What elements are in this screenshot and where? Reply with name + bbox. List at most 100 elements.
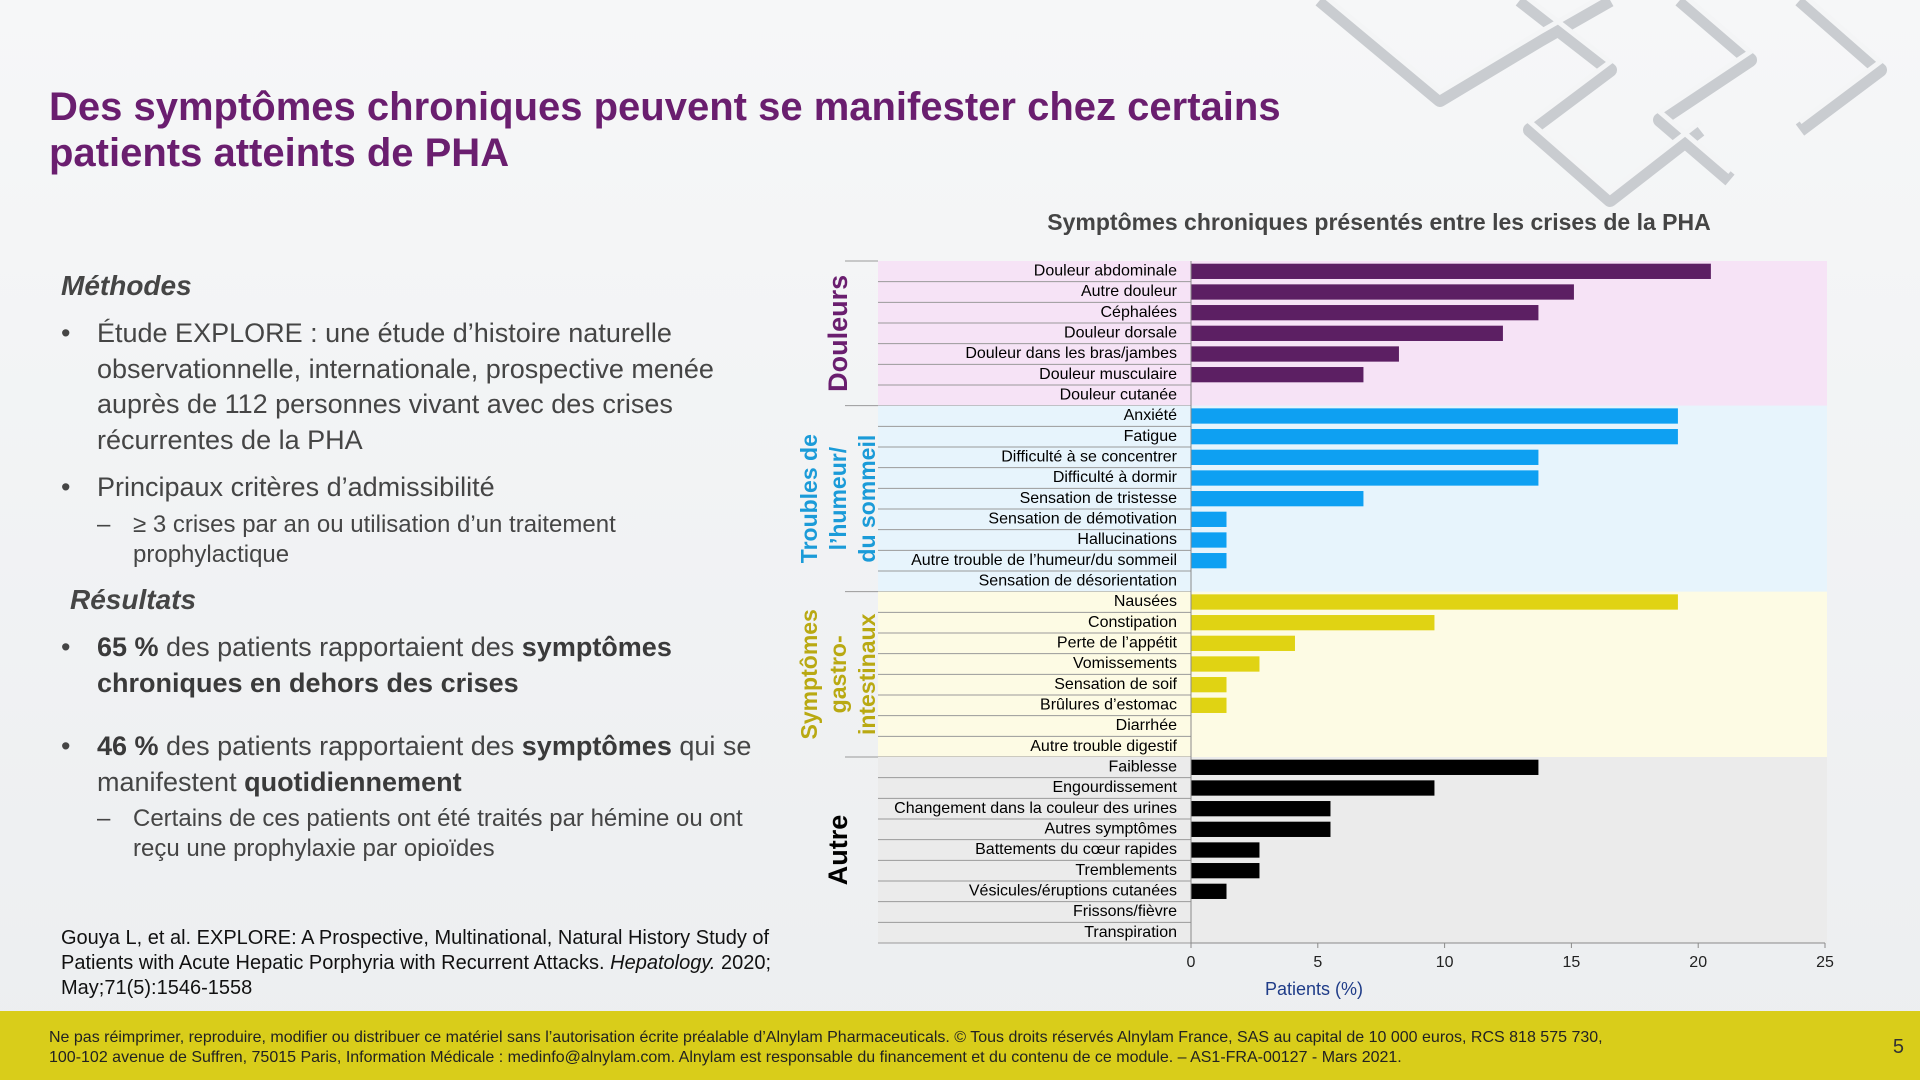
category-label: Difficulté à dormir [1053,469,1178,486]
category-label: Autres symptômes [1045,821,1177,838]
bar [1191,367,1364,383]
reference-journal: Hepatology. [610,952,716,974]
category-label: Changement dans la couleur des urines [894,800,1177,817]
bullet: Étude EXPLORE : une étude d’histoire nat… [61,316,761,458]
bullet: Principaux critères d’admissibilité ≥ 3 … [61,470,761,570]
category-label: Engourdissement [1052,779,1177,796]
category-label: Diarrhée [1116,717,1177,734]
slide-title: Des symptômes chroniques peuvent se mani… [49,84,1281,176]
category-label: Anxiété [1124,407,1177,424]
x-tick-label: 0 [1187,954,1196,971]
category-label: Céphalées [1101,304,1178,321]
category-label: Sensation de démotivation [988,511,1177,528]
category-label: Vésicules/éruptions cutanées [969,883,1177,900]
sub-bullet-text: ≥ 3 crises par an ou utilisation d’un tr… [133,510,616,568]
bar [1191,656,1260,672]
x-tick-label: 20 [1689,954,1707,971]
reference: Gouya L, et al. EXPLORE: A Prospective, … [61,926,821,1001]
group-label: Troubles de [796,434,822,563]
results-heading: Résultats [70,584,197,615]
bold-run: quotidiennement [244,766,462,797]
category-label: Perte de l’appétit [1057,635,1178,652]
bar [1191,263,1711,279]
category-label: Autre douleur [1081,283,1178,300]
sub-bullet-text: Certains de ces patients ont été traités… [133,805,743,862]
sub-bullet: ≥ 3 crises par an ou utilisation d’un tr… [97,510,761,570]
bar [1191,759,1539,775]
category-label: Douleur cutanée [1060,387,1178,404]
group-label: Symptômes [796,609,822,739]
category-label: Tremblements [1075,862,1177,879]
results-list: 65 % des patients rapportaient des sympt… [61,630,761,876]
group-label: intestinaux [854,613,880,735]
bar [1191,532,1227,548]
group-label: Douleurs [823,275,853,392]
bullet: 65 % des patients rapportaient des sympt… [61,630,761,701]
x-tick-label: 5 [1313,954,1322,971]
category-label: Sensation de soif [1054,676,1177,693]
bar [1191,325,1503,341]
category-label: Fatigue [1124,428,1177,445]
bullet: 46 % des patients rapportaient des sympt… [61,729,761,864]
bar [1191,491,1364,507]
run: des patients rapportaient des [158,731,522,761]
bar [1191,429,1678,445]
bar [1191,408,1678,424]
title-line: patients atteints de PHA [49,131,510,175]
group-label: l’humeur/ [825,446,851,550]
bar [1191,594,1678,610]
x-tick-label: 25 [1816,954,1834,971]
bullet-text: Étude EXPLORE : une étude d’histoire nat… [97,318,714,455]
run: qui se manifestent [97,731,752,797]
bar [1191,635,1295,651]
category-label: Sensation de tristesse [1020,490,1178,507]
bold-run: 46 % [97,731,159,761]
category-label: Frissons/fièvre [1073,903,1177,920]
category-label: Battements du cœur rapides [975,841,1177,858]
category-label: Faiblesse [1109,759,1178,776]
bar [1191,863,1260,879]
title-line: Des symptômes chroniques peuvent se mani… [49,85,1281,129]
methods-list: Étude EXPLORE : une étude d’histoire nat… [61,316,761,582]
chart-title: Symptômes chroniques présentés entre les… [1047,209,1710,235]
bar [1191,677,1227,693]
bar [1191,305,1539,321]
bar [1191,470,1539,486]
page-number: 5 [1892,1036,1904,1058]
category-label: Constipation [1088,614,1177,631]
bar [1191,553,1227,569]
bar [1191,615,1435,631]
group-label: Autre [823,815,853,886]
bold-run: symptômes chroniques en dehors des crise… [97,632,672,698]
bold-run: symptômes [521,731,672,761]
category-label: Nausées [1114,593,1177,610]
bold-run: 65 % [97,632,159,662]
group-label: gastro- [825,635,851,713]
reference-run: 2020; May;71(5):1546-1558 [61,952,772,999]
category-label: Autre trouble digestif [1030,738,1177,755]
run: des patients rapportaient des [158,632,522,662]
category-label: Sensation de désorientation [979,573,1177,590]
category-label: Brûlures d’estomac [1040,697,1177,714]
x-axis-title: Patients (%) [1265,979,1363,999]
category-label: Douleur musculaire [1039,366,1177,383]
maze-decoration [1315,0,1887,207]
bar [1191,284,1574,300]
category-label: Transpiration [1084,924,1177,941]
bar [1191,883,1227,899]
reference-run: Gouya L, et al. EXPLORE: A Prospective, … [61,927,770,974]
group-label: du sommeil [854,435,880,563]
footer-line: 100-102 avenue de Suffren, 75015 Paris, … [49,1049,1402,1066]
x-tick-label: 15 [1563,954,1581,971]
bar [1191,697,1227,713]
sub-bullet: Certains de ces patients ont été traités… [97,804,761,864]
category-label: Douleur dans les bras/jambes [965,345,1177,362]
footer-text: Ne pas réimprimer, reproduire, modifier … [49,1028,1603,1068]
bar [1191,801,1331,817]
category-label: Douleur dorsale [1064,325,1177,342]
methods-heading: Méthodes [61,270,192,301]
bullet-text: Principaux critères d’admissibilité [97,472,495,502]
bar [1191,821,1331,837]
